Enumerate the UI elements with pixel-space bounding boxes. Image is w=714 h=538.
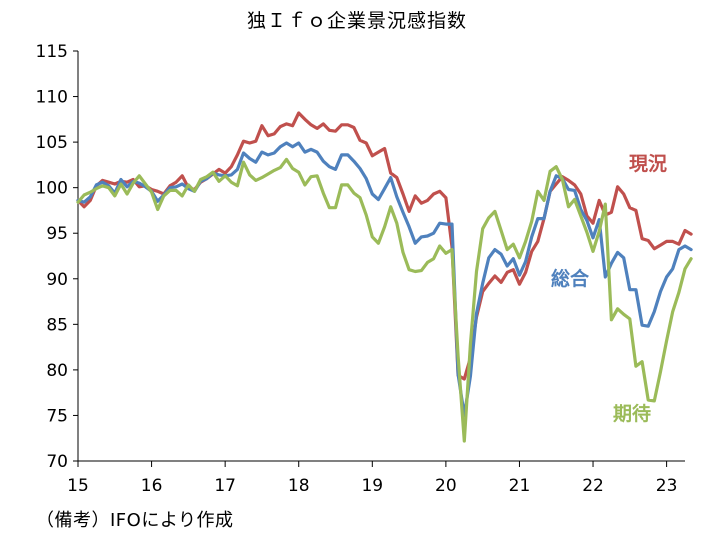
y-tick-label: 110 <box>36 88 68 108</box>
y-tick-label: 70 <box>46 452 68 472</box>
source-note: （備考）IFOにより作成 <box>36 510 234 531</box>
y-tick-label: 95 <box>46 224 68 244</box>
y-tick-label: 105 <box>36 133 68 153</box>
x-tick-label: 22 <box>582 476 604 496</box>
y-tick-label: 90 <box>46 270 68 290</box>
y-tick-label: 85 <box>46 315 68 335</box>
series-line-1 <box>76 141 693 417</box>
y-tick-label: 115 <box>36 42 68 62</box>
series-label: 期待 <box>613 402 651 425</box>
series-label: 総合 <box>551 267 590 290</box>
chart-title: 独Ｉｆｏ企業景況感指数 <box>246 10 467 32</box>
y-tick-label: 80 <box>46 361 68 381</box>
x-tick-label: 18 <box>288 476 310 496</box>
x-tick-label: 16 <box>141 476 163 496</box>
x-tick-label: 15 <box>67 476 89 496</box>
y-tick-label: 100 <box>36 179 68 199</box>
x-tick-label: 20 <box>435 476 457 496</box>
series-line-2 <box>76 157 693 443</box>
series-line-0 <box>76 111 693 381</box>
x-tick-label: 19 <box>361 476 383 496</box>
x-tick-label: 17 <box>214 476 236 496</box>
y-tick-label: 75 <box>46 406 68 426</box>
x-tick-label: 21 <box>509 476 531 496</box>
x-tick-label: 23 <box>656 476 678 496</box>
series-label: 現況 <box>629 152 667 175</box>
